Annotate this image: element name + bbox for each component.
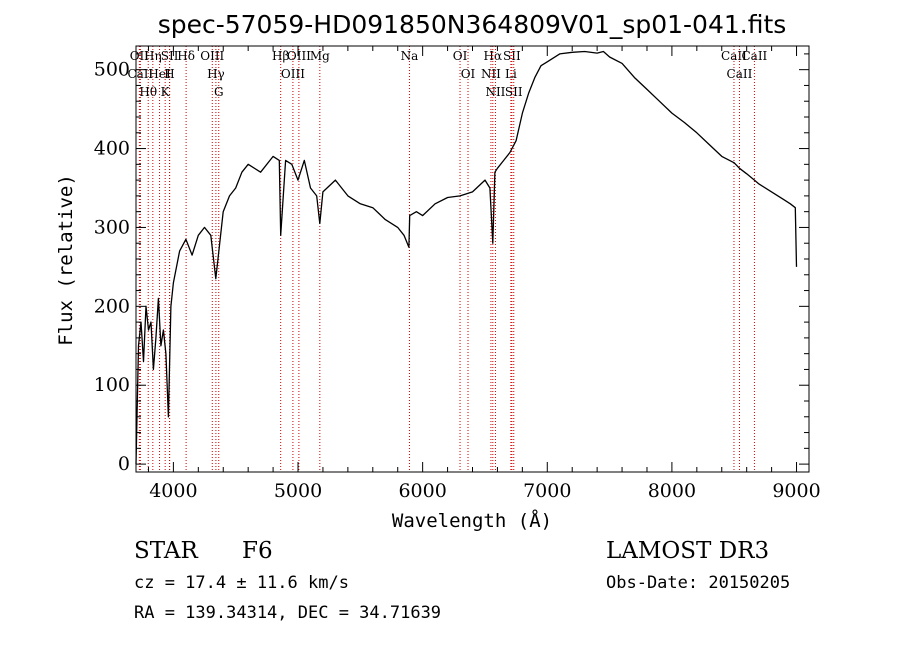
spectral-line-label: H [164, 67, 174, 81]
x-axis-title: Wavelength (Å) [392, 509, 552, 532]
spectral-line-label: OIII [200, 49, 224, 63]
y-tick-label: 0 [118, 453, 130, 475]
plot-frame [135, 45, 810, 473]
x-tick-label: 9000 [772, 480, 820, 502]
spectral-line-label: OI [461, 67, 476, 81]
spectral-line-label: Hβ [272, 49, 289, 63]
spectral-line-label: SII [505, 85, 523, 99]
spectral-line-label: G [214, 85, 224, 99]
spectral-line-label: CaII [127, 67, 153, 81]
x-tick-label: 7000 [523, 480, 571, 502]
y-axis-title: Flux (relative) [55, 174, 77, 346]
survey-name: LAMOST DR3 [606, 538, 770, 564]
x-tick-label: 5000 [274, 480, 322, 502]
x-tick-label: 6000 [398, 480, 446, 502]
spectral-line-label: CaII [721, 49, 747, 63]
spectral-line-label: SII [503, 49, 521, 63]
chart-title: spec-57059-HD091850N364809V01_sp01-041.f… [158, 10, 787, 39]
spectrum-line [135, 50, 798, 465]
x-tick-label: 8000 [648, 480, 696, 502]
spectral-line-label: NII [485, 85, 505, 99]
spectral-line-label: CaII [741, 49, 767, 63]
x-axis-ticks: 4000 5000 6000 7000 8000 9000 [147, 46, 821, 502]
spectral-line-label: Mg [310, 49, 330, 63]
y-tick-label: 200 [94, 295, 130, 317]
spectral-line-label: K [161, 85, 171, 99]
y-tick-label: 100 [94, 374, 130, 396]
spectral-line-label: Hγ [207, 67, 225, 81]
y-axis-ticks: 0 100 200 300 400 500 [94, 53, 809, 475]
spectral-line-label: OII [130, 49, 150, 63]
spectrum-series [135, 50, 798, 465]
spectral-line-label: Hθ [139, 85, 157, 99]
spectral-line-label: OI [453, 49, 468, 63]
spectral-line-label: OIII [281, 67, 305, 81]
coordinates: RA = 139.34314, DEC = 34.71639 [134, 603, 442, 623]
redshift-velocity: cz = 17.4 ± 11.6 km/s [134, 573, 349, 593]
spectral-line-label: Hδ [177, 49, 195, 63]
y-tick-label: 300 [94, 216, 130, 238]
spectral-line-label: OIII [287, 49, 311, 63]
spectral-line-label: Hη [144, 49, 162, 63]
x-tick-label: 4000 [149, 480, 197, 502]
spectral-line-label: Na [401, 49, 419, 63]
spectral-line-label: Li [505, 67, 517, 81]
spectral-line-label: NII [481, 67, 501, 81]
y-tick-label: 400 [94, 138, 130, 160]
y-tick-label: 500 [94, 59, 130, 81]
observation-date: Obs-Date: 20150205 [606, 573, 791, 593]
object-subclass: F6 [242, 538, 273, 564]
object-class: STAR [134, 538, 198, 564]
spectral-line-label: CaII [727, 67, 753, 81]
spectral-line-label: Hα [484, 49, 503, 63]
